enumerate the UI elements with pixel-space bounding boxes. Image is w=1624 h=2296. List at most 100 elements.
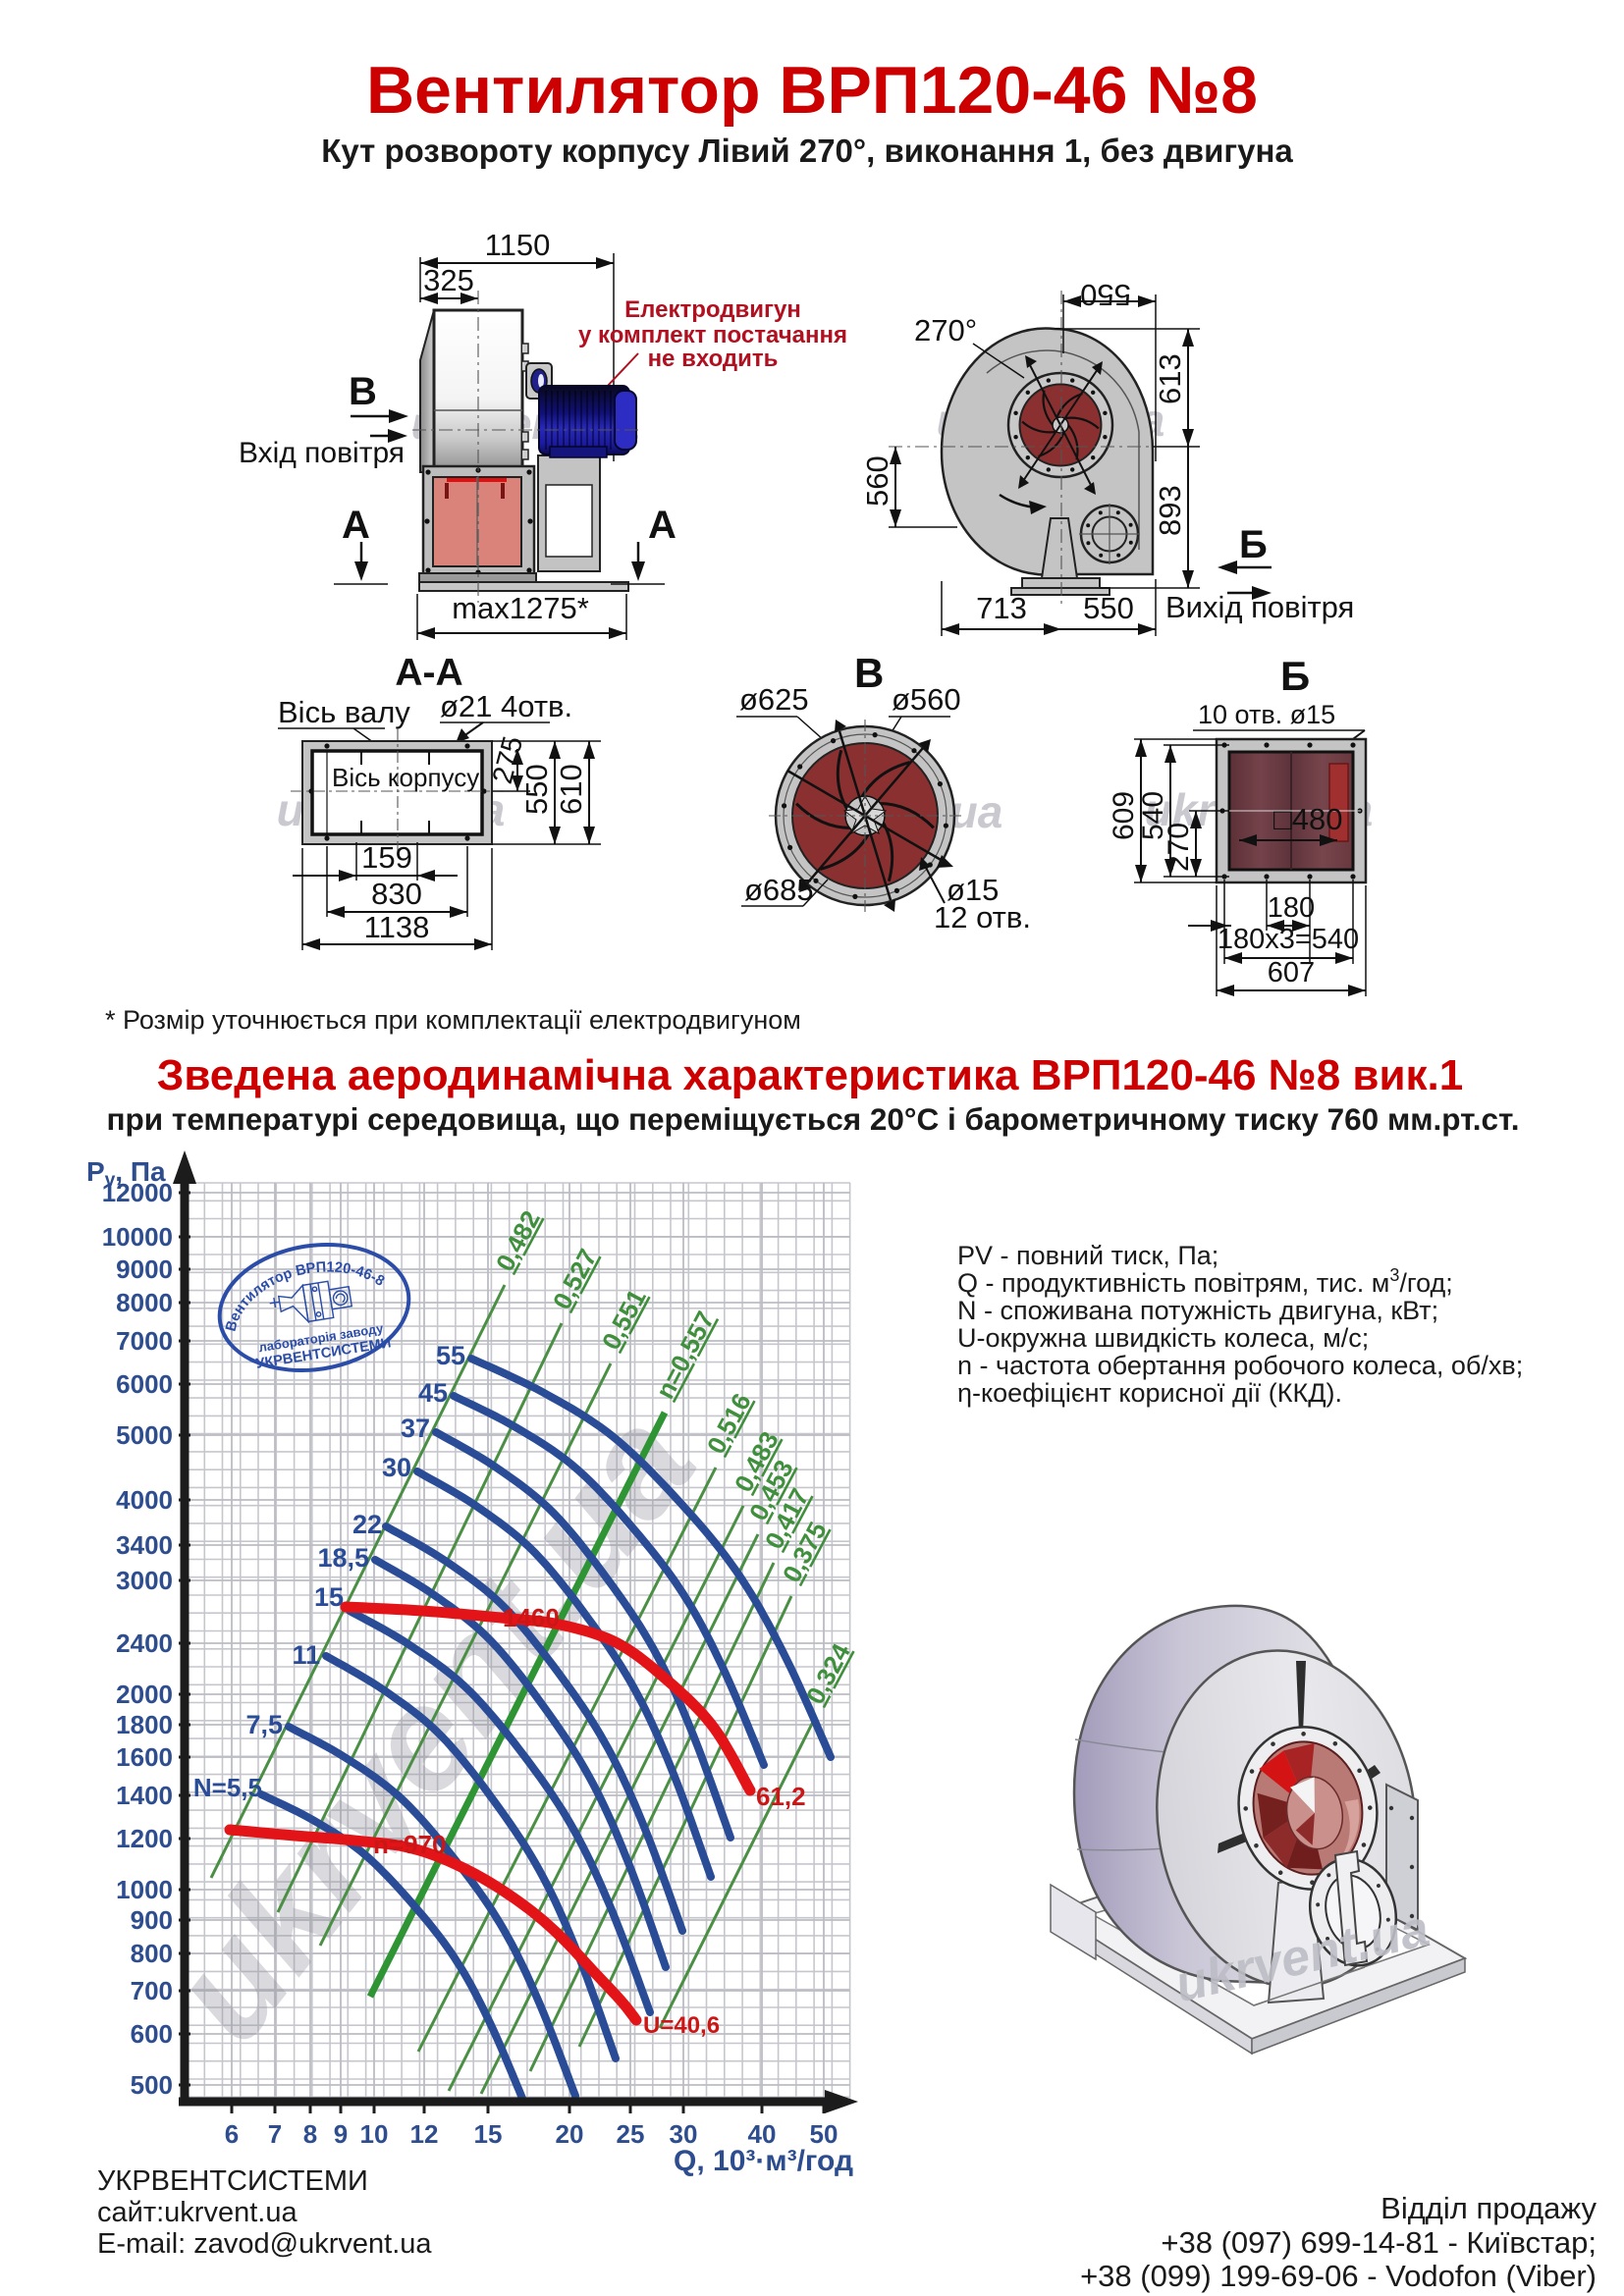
svg-text:5000: 5000 bbox=[116, 1420, 173, 1450]
svg-text:1460: 1460 bbox=[503, 1603, 560, 1632]
svg-text:Кут розвороту корпусу Лівий 27: Кут розвороту корпусу Лівий 270°, викона… bbox=[321, 133, 1293, 169]
svg-text:325: 325 bbox=[423, 263, 474, 297]
svg-text:n - частота обертання робочого: n - частота обертання робочого колеса, о… bbox=[957, 1351, 1523, 1380]
svg-text:Вихід повітря: Вихід повітря bbox=[1165, 590, 1354, 624]
svg-text:37: 37 bbox=[401, 1414, 430, 1443]
svg-text:УКРВЕНТСИСТЕМИ: УКРВЕНТСИСТЕМИ bbox=[97, 2165, 368, 2197]
svg-text:N - споживана потужність двигу: N - споживана потужність двигуна, кВт; bbox=[957, 1296, 1438, 1325]
svg-text:n=0,557: n=0,557 bbox=[650, 1307, 721, 1404]
svg-text:А: А bbox=[342, 504, 370, 547]
svg-text:6000: 6000 bbox=[116, 1369, 173, 1399]
svg-text:1000: 1000 bbox=[116, 1875, 173, 1904]
svg-text:45: 45 bbox=[418, 1378, 448, 1408]
svg-text:U=40,6: U=40,6 bbox=[643, 2012, 720, 2039]
svg-text:Вентилятор ВРП120-46 №8: Вентилятор ВРП120-46 №8 bbox=[366, 53, 1258, 128]
svg-text:500: 500 bbox=[131, 2070, 173, 2100]
svg-text:1150: 1150 bbox=[485, 228, 551, 262]
svg-text:10000: 10000 bbox=[102, 1222, 173, 1252]
svg-text:18,5: 18,5 bbox=[317, 1543, 369, 1573]
svg-text:Б: Б bbox=[1280, 653, 1310, 699]
svg-text:2000: 2000 bbox=[116, 1680, 173, 1709]
svg-text:Q, 10³·м³/год: Q, 10³·м³/год bbox=[674, 2145, 853, 2177]
svg-text:609: 609 bbox=[1108, 791, 1140, 840]
svg-text:Відділ продажу: Відділ продажу bbox=[1380, 2191, 1597, 2225]
svg-text:Q - продуктивність повітрям, т: Q - продуктивність повітрям, тис. м3/год… bbox=[957, 1265, 1453, 1298]
svg-text:E-mail: zavod@ukrvent.ua: E-mail: zavod@ukrvent.ua bbox=[97, 2228, 432, 2260]
svg-text:3400: 3400 bbox=[116, 1530, 173, 1560]
svg-text:1138: 1138 bbox=[364, 910, 430, 944]
svg-text:max1275*: max1275* bbox=[452, 591, 589, 625]
svg-text:15: 15 bbox=[314, 1582, 344, 1612]
svg-text:11: 11 bbox=[292, 1640, 320, 1670]
svg-text:1600: 1600 bbox=[116, 1742, 173, 1772]
svg-text:610: 610 bbox=[554, 764, 588, 815]
svg-text:ø15: ø15 bbox=[947, 873, 999, 907]
svg-text:10: 10 bbox=[360, 2119, 389, 2149]
svg-text:12: 12 bbox=[410, 2119, 439, 2149]
svg-text:2400: 2400 bbox=[116, 1629, 173, 1658]
svg-text:Вісь валу: Вісь валу bbox=[278, 695, 410, 729]
svg-text:830: 830 bbox=[371, 877, 422, 911]
svg-text:600: 600 bbox=[131, 2019, 173, 2049]
svg-text:А: А bbox=[648, 504, 677, 547]
svg-text:3000: 3000 bbox=[116, 1566, 173, 1595]
svg-text:30: 30 bbox=[382, 1453, 411, 1482]
svg-text:10 отв. ø15: 10 отв. ø15 bbox=[1198, 700, 1335, 729]
svg-text:607: 607 bbox=[1268, 957, 1315, 988]
svg-text:15: 15 bbox=[474, 2119, 503, 2149]
svg-text:540: 540 bbox=[1137, 791, 1169, 840]
svg-text:8000: 8000 bbox=[116, 1288, 173, 1317]
svg-text:+38 (097) 699-14-81 - Київстар: +38 (097) 699-14-81 - Київстар; bbox=[1161, 2225, 1597, 2260]
svg-text:1200: 1200 bbox=[116, 1824, 173, 1853]
svg-text:270: 270 bbox=[1163, 823, 1195, 872]
svg-text:η-коефіцієнт корисної дії (ККД: η-коефіцієнт корисної дії (ККД). bbox=[957, 1378, 1342, 1408]
svg-text:30: 30 bbox=[670, 2119, 698, 2149]
svg-text:560: 560 bbox=[860, 455, 894, 507]
svg-text:ø625: ø625 bbox=[739, 682, 809, 717]
svg-text:ø21 4отв.: ø21 4отв. bbox=[440, 689, 572, 723]
svg-text:0,482: 0,482 bbox=[490, 1205, 546, 1276]
svg-text:PV - повний тиск, Па;: PV - повний тиск, Па; bbox=[957, 1241, 1218, 1270]
svg-text:8: 8 bbox=[303, 2119, 317, 2149]
svg-text:n=970: n=970 bbox=[373, 1830, 446, 1859]
svg-text:25: 25 bbox=[617, 2119, 645, 2149]
svg-text:4000: 4000 bbox=[116, 1485, 173, 1515]
svg-text:Вісь корпусу: Вісь корпусу bbox=[332, 763, 479, 792]
svg-text:55: 55 bbox=[436, 1341, 465, 1370]
svg-text:U-окружна швидкість колеса, м/: U-окружна швидкість колеса, м/с; bbox=[957, 1323, 1369, 1353]
svg-text:270°: 270° bbox=[914, 313, 977, 347]
svg-text:1400: 1400 bbox=[116, 1781, 173, 1810]
svg-text:159: 159 bbox=[361, 840, 412, 875]
svg-text:613: 613 bbox=[1153, 353, 1187, 404]
svg-text:7: 7 bbox=[268, 2119, 282, 2149]
svg-text:В: В bbox=[349, 370, 377, 413]
svg-text:800: 800 bbox=[131, 1939, 173, 1968]
svg-text:А-А: А-А bbox=[395, 652, 462, 694]
svg-text:713: 713 bbox=[976, 591, 1027, 625]
svg-text:* Розмір уточнюється при компл: * Розмір уточнюється при комплектації ел… bbox=[105, 1005, 801, 1035]
svg-text:900: 900 bbox=[131, 1905, 173, 1935]
svg-text:Електродвигун: Електродвигун bbox=[624, 296, 801, 323]
svg-text:40: 40 bbox=[748, 2119, 777, 2149]
svg-text:N=5,5: N=5,5 bbox=[193, 1773, 262, 1802]
svg-text:550: 550 bbox=[519, 764, 554, 815]
svg-text:893: 893 bbox=[1153, 485, 1187, 536]
svg-text:Зведена аеродинамічна характер: Зведена аеродинамічна характеристика ВРП… bbox=[157, 1051, 1463, 1099]
svg-text:6: 6 bbox=[225, 2119, 239, 2149]
svg-text:7000: 7000 bbox=[116, 1326, 173, 1356]
svg-text:ø685: ø685 bbox=[744, 873, 814, 907]
svg-text:22: 22 bbox=[352, 1510, 382, 1539]
svg-text:у комплект постачання: у комплект постачання bbox=[578, 322, 847, 348]
svg-text:+38 (099) 199-69-06 - Vodofon: +38 (099) 199-69-06 - Vodofon (Viber) bbox=[1080, 2259, 1597, 2293]
svg-text:Pv, Па: Pv, Па bbox=[86, 1156, 166, 1191]
svg-text:20: 20 bbox=[556, 2119, 584, 2149]
svg-text:ø560: ø560 bbox=[892, 682, 961, 717]
svg-text:61,2: 61,2 bbox=[756, 1782, 806, 1811]
svg-text:Вхід повітря: Вхід повітря bbox=[239, 437, 405, 469]
svg-text:1800: 1800 bbox=[116, 1710, 173, 1739]
svg-text:550: 550 bbox=[1080, 278, 1131, 312]
svg-text:12000: 12000 bbox=[102, 1178, 173, 1207]
svg-text:не входить: не входить bbox=[648, 346, 779, 372]
svg-text:сайт:ukrvent.ua: сайт:ukrvent.ua bbox=[97, 2197, 298, 2228]
svg-text:Б: Б bbox=[1239, 523, 1268, 566]
